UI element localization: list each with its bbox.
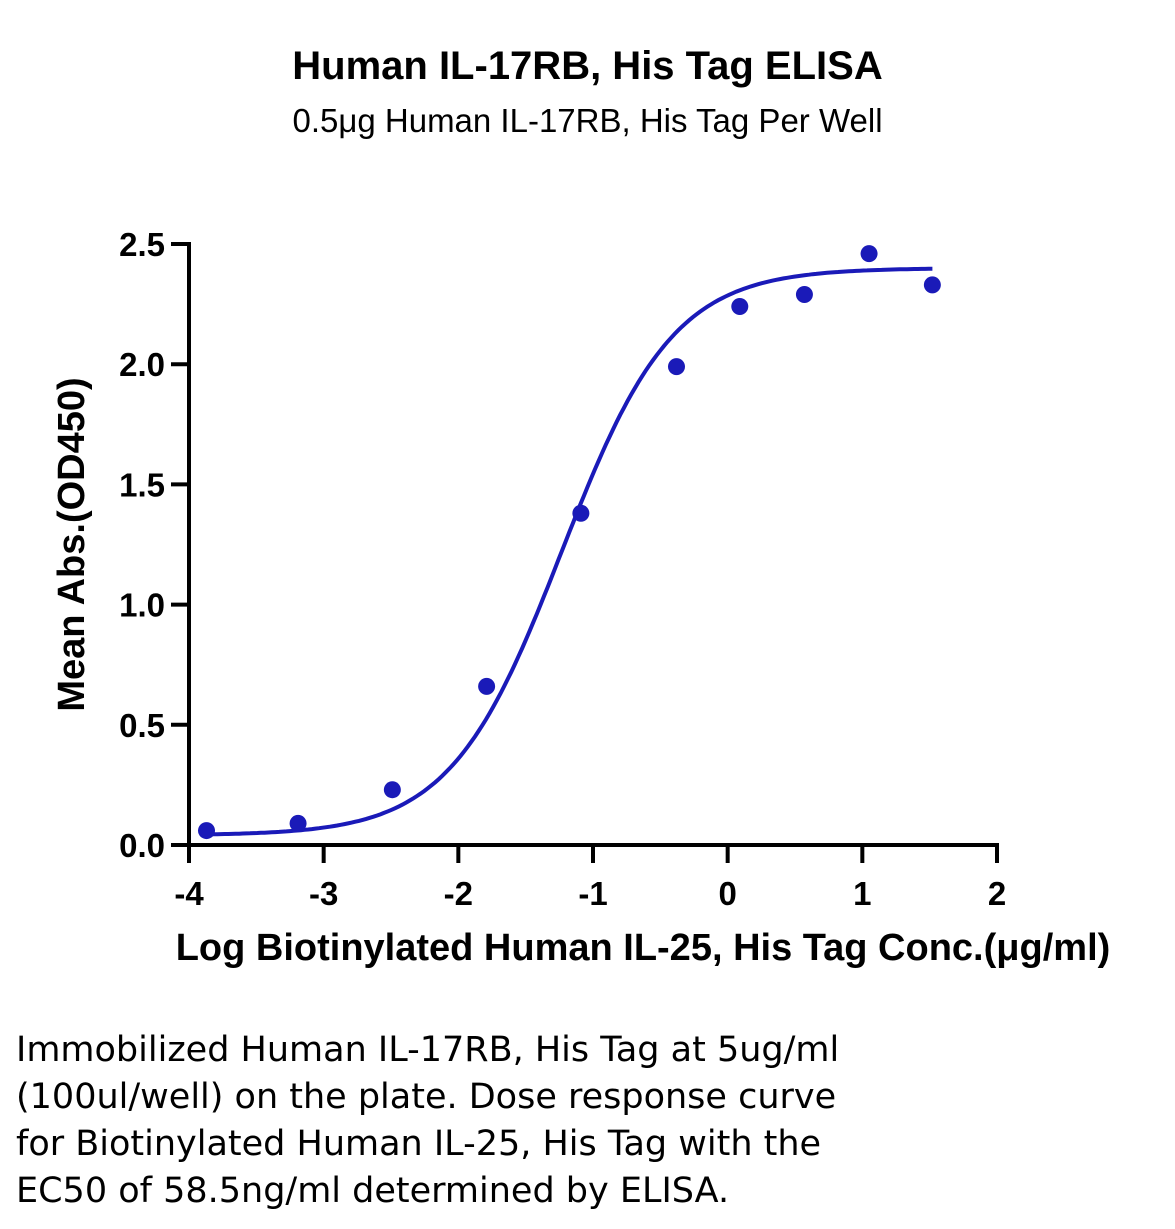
y-tick-label: 2.5 [119, 226, 165, 263]
caption-line: (100ul/well) on the plate. Dose response… [16, 1077, 837, 1117]
data-point [860, 245, 878, 263]
data-point [289, 814, 307, 832]
x-tick-label: -1 [578, 875, 607, 912]
x-tick-label: -3 [309, 875, 338, 912]
y-tick-label: 0.5 [119, 707, 165, 744]
y-axis-label: Mean Abs.(OD450) [51, 377, 93, 711]
data-point [383, 781, 401, 799]
y-tick-label: 1.0 [119, 587, 165, 624]
chart-title: Human IL-17RB, His Tag ELISA [292, 44, 883, 88]
data-point [923, 276, 941, 294]
data-point [478, 677, 496, 695]
data-point [572, 504, 590, 522]
x-tick-label: 0 [718, 875, 736, 912]
x-axis-label: Log Biotinylated Human IL-25, His Tag Co… [176, 927, 1111, 969]
caption-line: Immobilized Human IL-17RB, His Tag at 5u… [16, 1030, 840, 1070]
data-point [198, 822, 216, 840]
fit-curve [206, 266, 933, 837]
chart-subtitle: 0.5μg Human IL-17RB, His Tag Per Well [292, 102, 883, 139]
caption-line: for Biotinylated Human IL-25, His Tag wi… [16, 1124, 822, 1164]
data-point [731, 298, 749, 316]
y-tick-label: 2.0 [119, 346, 165, 383]
y-tick-label: 0.0 [119, 827, 165, 864]
x-tick-label: -2 [444, 875, 473, 912]
y-tick-label: 1.5 [119, 466, 165, 503]
x-tick-label: -4 [174, 875, 204, 912]
caption-line: EC50 of 58.5ng/ml determined by ELISA. [16, 1171, 730, 1211]
x-tick-label: 2 [988, 875, 1006, 912]
elisa-chart: 0.0 0.5 1.0 1.5 2.0 2.5 -4 -3 -2 -1 0 1 2 Log Biotiny… [51, 226, 1111, 969]
x-tick-label: 1 [853, 875, 871, 912]
data-point [795, 285, 813, 303]
data-point [667, 358, 685, 376]
chart-caption: Immobilized Human IL-17RB, His Tag at 5u… [16, 1027, 1156, 1215]
